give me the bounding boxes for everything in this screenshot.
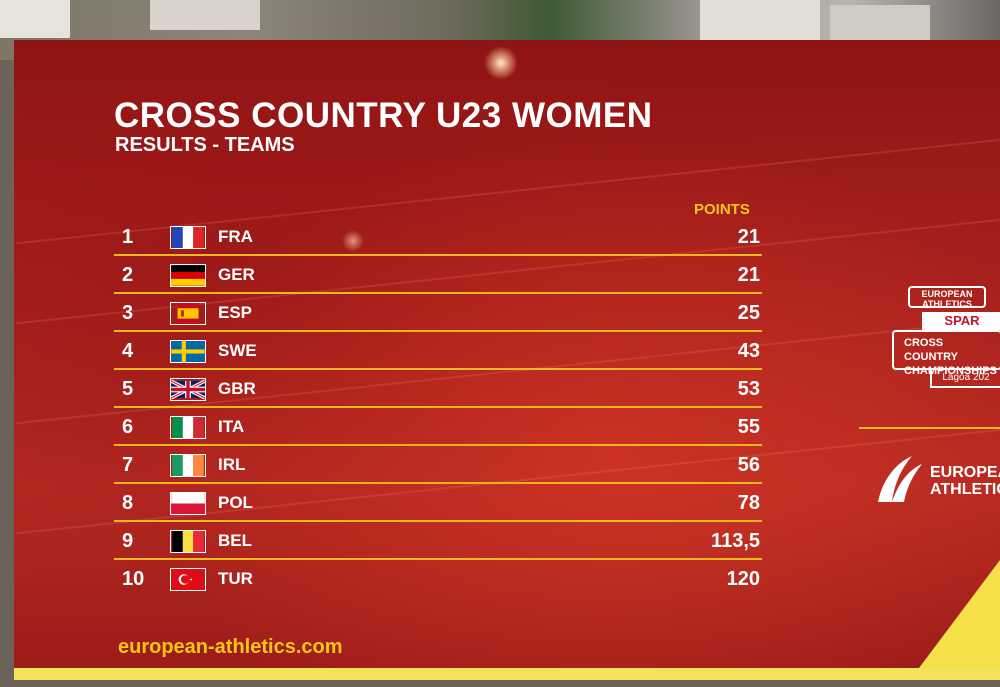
event-logo: EUROPEAN ATHLETICS SPAR CROSS COUNTRY CH… xyxy=(892,286,1000,390)
results-screen: CROSS COUNTRY U23 WOMEN RESULTS - TEAMS … xyxy=(14,40,1000,680)
result-row: 4 SWE 43 xyxy=(114,332,762,370)
row-divider xyxy=(114,406,762,408)
rank: 3 xyxy=(122,302,134,324)
event-logo-name: CROSS COUNTRY CHAMPIONSHIPS xyxy=(892,330,1000,377)
row-divider xyxy=(114,444,762,446)
website-link[interactable]: european-athletics.com xyxy=(118,636,343,658)
country-code: IRL xyxy=(218,455,246,474)
points-value: 43 xyxy=(737,340,760,362)
germany-flag-icon xyxy=(170,264,206,287)
points-value: 56 xyxy=(737,454,760,476)
points-value: 113,5 xyxy=(711,530,760,552)
country-code: GER xyxy=(218,265,255,284)
points-column-header: POINTS xyxy=(694,201,750,218)
result-row: 3 ESP 25 xyxy=(114,294,762,332)
rank: 1 xyxy=(122,226,134,248)
light-glare xyxy=(484,46,518,80)
result-row: 10 TUR 120 xyxy=(114,560,762,598)
points-value: 21 xyxy=(737,226,760,248)
result-row: 8 POL 78 xyxy=(114,484,762,522)
event-logo-line1: CROSS COUNTRY xyxy=(904,337,958,363)
brand-line2: ATHLETICS xyxy=(930,481,1000,498)
belgium-flag-icon xyxy=(170,530,206,553)
event-logo-org: EUROPEAN ATHLETICS xyxy=(908,286,986,309)
row-divider xyxy=(114,558,762,560)
country-code: FRA xyxy=(218,227,253,246)
rank: 9 xyxy=(122,530,134,552)
row-divider xyxy=(114,482,762,484)
spain-flag-icon xyxy=(170,302,206,325)
points-value: 21 xyxy=(737,264,760,286)
turkey-flag-icon xyxy=(170,568,206,591)
country-code: ESP xyxy=(218,303,253,322)
brand-line1: EUROPEAN xyxy=(930,464,1000,481)
sweden-flag-icon xyxy=(170,340,206,363)
row-divider xyxy=(114,254,762,256)
row-divider xyxy=(114,520,762,522)
points-value: 120 xyxy=(726,568,760,590)
country-code: POL xyxy=(218,493,253,512)
points-value: 78 xyxy=(737,492,760,514)
country-code: GBR xyxy=(218,379,256,398)
bottom-bar xyxy=(14,668,1000,680)
light-glare-small xyxy=(342,230,364,252)
brand-name: EUROPEAN ATHLETICS xyxy=(930,464,1000,498)
yellow-corner-accent xyxy=(910,560,1000,680)
result-row: 7 IRL 56 xyxy=(114,446,762,484)
rank: 10 xyxy=(122,568,145,590)
page-subtitle: RESULTS - TEAMS xyxy=(115,134,295,156)
event-logo-line2: CHAMPIONSHIPS xyxy=(904,365,997,377)
country-code: TUR xyxy=(218,569,253,588)
european-athletics-logo: EUROPEAN ATHLETICS xyxy=(872,450,1000,510)
rank: 7 xyxy=(122,454,134,476)
rank: 2 xyxy=(122,264,134,286)
points-value: 53 xyxy=(737,378,760,400)
row-divider xyxy=(114,292,762,294)
result-row: 2 GER 21 xyxy=(114,256,762,294)
page-title: CROSS COUNTRY U23 WOMEN xyxy=(114,96,653,135)
rank: 6 xyxy=(122,416,134,438)
points-value: 25 xyxy=(737,302,760,324)
result-row: 5 GBR 53 xyxy=(114,370,762,408)
rank: 5 xyxy=(122,378,134,400)
points-value: 55 xyxy=(737,416,760,438)
france-flag-icon xyxy=(170,226,206,249)
row-divider xyxy=(114,330,762,332)
event-logo-place: Lagoa 202 xyxy=(930,370,1000,388)
logo-divider xyxy=(859,427,1000,429)
country-code: SWE xyxy=(218,341,257,360)
uk-flag-icon xyxy=(170,378,206,401)
row-divider xyxy=(114,368,762,370)
athletics-swoosh-icon xyxy=(872,452,926,520)
result-row: 1 FRA 21 xyxy=(114,218,762,256)
italy-flag-icon xyxy=(170,416,206,439)
result-row: 9 BEL 113,5 xyxy=(114,522,762,560)
sponsor-logo: SPAR xyxy=(922,312,1000,330)
rank: 4 xyxy=(122,340,134,362)
poland-flag-icon xyxy=(170,492,206,515)
rank: 8 xyxy=(122,492,134,514)
country-code: ITA xyxy=(218,417,245,436)
result-row: 6 ITA 55 xyxy=(114,408,762,446)
ireland-flag-icon xyxy=(170,454,206,477)
country-code: BEL xyxy=(218,531,252,550)
